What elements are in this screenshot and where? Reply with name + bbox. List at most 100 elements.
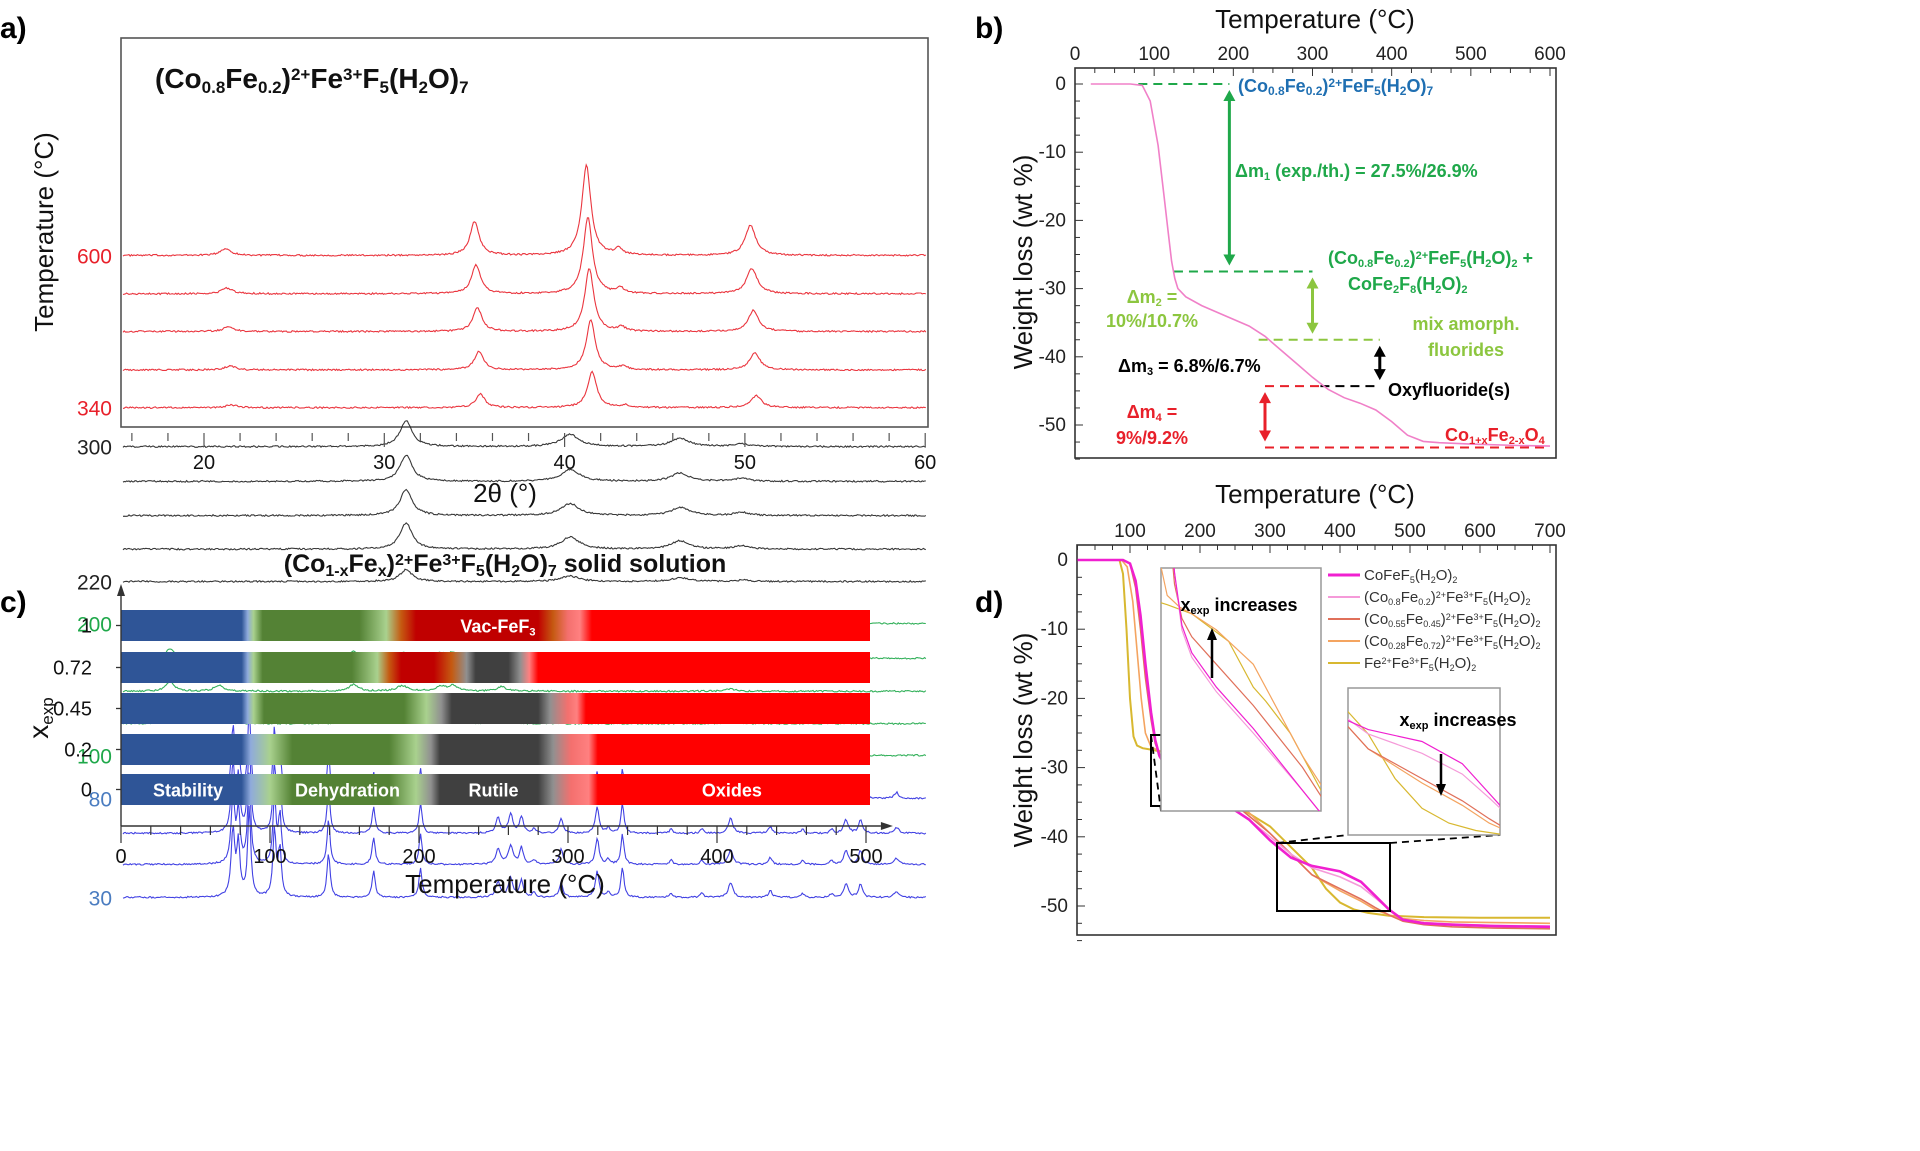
inset-panel bbox=[1160, 567, 1322, 812]
x-tick-label: 100 bbox=[253, 846, 286, 868]
temperature-label: 220 bbox=[77, 572, 112, 595]
arrow-head-down bbox=[1436, 784, 1446, 796]
annotation: Δm3 = 6.8%/6.7% bbox=[1118, 356, 1261, 378]
x-tick-label: 100 bbox=[1114, 521, 1146, 542]
xrd-trace bbox=[122, 420, 927, 449]
panel-b: b) Temperature (°C) 0 100 200 300 400 500 6000… bbox=[975, 4, 1566, 460]
xrd-trace bbox=[122, 772, 926, 866]
x-axis-label-b: Temperature (°C) bbox=[1215, 4, 1415, 34]
y-axis-label-c: xexp bbox=[23, 697, 57, 738]
inset-curve bbox=[1348, 710, 1500, 835]
y-tick-label: -30 bbox=[1039, 279, 1066, 300]
xrd-trace bbox=[122, 370, 926, 410]
x-tick-label: 700 bbox=[1534, 521, 1566, 542]
inset-label: xexp increases bbox=[1180, 595, 1297, 617]
x-tick-label: 500 bbox=[849, 846, 882, 868]
arrow-head-down bbox=[1373, 369, 1386, 381]
chart-title-a: (Co0.8Fe0.2)2+Fe3+F5(H2O)7 bbox=[155, 63, 469, 97]
xrd-trace bbox=[122, 522, 926, 551]
legend-entry: (Co0.55Fe0.45)2+Fe3+F5(H2O)2 bbox=[1364, 611, 1541, 629]
phase-band bbox=[121, 693, 870, 724]
x-tick-label: 0 bbox=[115, 846, 126, 868]
temperature-label: 340 bbox=[77, 398, 112, 421]
x-tick-label: 400 bbox=[1376, 44, 1408, 65]
annotation: (Co0.8Fe0.2)2+FeF5(H2O)7 bbox=[1238, 76, 1433, 99]
xrd-trace bbox=[122, 319, 927, 372]
x-tick-label: 200 bbox=[1184, 521, 1216, 542]
annotations-b: (Co0.8Fe0.2)2+FeF5(H2O)7 Δm1 (exp./th.) =… bbox=[1106, 76, 1546, 448]
y-tick-label: -10 bbox=[1039, 142, 1066, 163]
x-tick-label: 200 bbox=[1217, 44, 1249, 65]
y-axis-label-a: Temperature (°C) bbox=[29, 132, 59, 332]
xrd-trace bbox=[122, 454, 926, 483]
y-tick-label: -40 bbox=[1041, 827, 1068, 848]
annotation: Δm4 = bbox=[1127, 402, 1178, 424]
x-tick-label: 600 bbox=[1534, 44, 1566, 65]
legend-d: CoFeF5(H2O)2 (Co0.8Fe0.2)2+Fe3+F5(H2O)2 (C… bbox=[1328, 567, 1541, 673]
panel-label-c: c) bbox=[0, 586, 27, 619]
y-tick-label: -10 bbox=[1041, 619, 1068, 640]
arrow-head-down bbox=[1259, 430, 1271, 442]
annotation: fluorides bbox=[1428, 340, 1504, 360]
x-tick-label: 0 bbox=[1070, 44, 1081, 65]
arrow-head-up bbox=[1207, 628, 1217, 640]
y-tick-label: -50 bbox=[1041, 896, 1068, 917]
inset-curve bbox=[1161, 602, 1321, 792]
x-tick-label: 500 bbox=[1394, 521, 1426, 542]
y-tick-label: 0.45 bbox=[53, 699, 92, 721]
phase-band bbox=[121, 652, 870, 683]
inset-label: xexp increases bbox=[1399, 710, 1516, 732]
tga-curve-b bbox=[1090, 83, 1551, 447]
axes-b: 0 100 200 300 400 500 600 0 -10 -20 -30 -40 -50 bbox=[1039, 44, 1566, 460]
phase-label: Dehydration bbox=[295, 781, 400, 801]
temperature-label: 200 bbox=[77, 613, 112, 636]
panel-label-a: a) bbox=[0, 12, 27, 45]
x-tick-label: 300 bbox=[1297, 44, 1329, 65]
phase-label: Vac-FeF3 bbox=[460, 617, 535, 639]
xrd-trace bbox=[122, 805, 927, 899]
x-tick-label: 600 bbox=[1464, 521, 1496, 542]
xrd-trace bbox=[122, 163, 927, 257]
y-tick-label: -20 bbox=[1041, 688, 1068, 709]
annotation: mix amorph. bbox=[1412, 314, 1519, 334]
x-tick-label: 50 bbox=[734, 452, 756, 474]
panel-d: d) Temperature (°C) 100 200 300 400 500 600 70… bbox=[975, 479, 1566, 942]
phase-bands: 1 0.72 0.45 0.2 0 Stability Dehydration Rutile O… bbox=[53, 610, 870, 805]
temperature-label: 100 bbox=[77, 745, 112, 768]
y-tick-label: -40 bbox=[1039, 347, 1066, 368]
annotation: (Co0.8Fe0.2)2+FeF5(H2O)2 + bbox=[1328, 248, 1533, 270]
axes-d: 100 200 300 400 500 600 700 0 -10 -20 -30 -40 -50 bbox=[1041, 521, 1566, 942]
legend-entry: (Co0.28Fe0.72)2+Fe3+F5(H2O)2 bbox=[1364, 633, 1541, 651]
phase-label: Rutile bbox=[468, 781, 518, 801]
annotation: Co1+xFe2-xO4 bbox=[1445, 425, 1546, 447]
chart-title-c: (Co1-xFex)2+Fe3+F5(H2O)7 solid solution bbox=[284, 550, 727, 580]
arrow-head-down bbox=[1223, 254, 1236, 266]
arrow-head-up bbox=[1259, 392, 1271, 404]
x-tick-label: 20 bbox=[193, 452, 215, 474]
annotation: CoFe2F8(H2O)2 bbox=[1348, 274, 1468, 296]
temperature-label: 600 bbox=[77, 245, 112, 268]
y-tick-label: 0 bbox=[1057, 550, 1068, 571]
phase-band bbox=[121, 734, 870, 765]
axes-c: 0 100 200 300 400 500 bbox=[115, 584, 893, 868]
y-tick-label: -50 bbox=[1039, 415, 1066, 436]
x-tick-label: 300 bbox=[551, 846, 584, 868]
panel-c: c) (Co1-xFex)2+Fe3+F5(H2O)7 solid soluti… bbox=[0, 550, 893, 899]
xrd-trace bbox=[122, 568, 926, 584]
xrd-trace bbox=[122, 681, 927, 693]
y-axis-arrow bbox=[117, 584, 125, 596]
annotation: 10%/10.7% bbox=[1106, 311, 1198, 331]
x-tick-label: 40 bbox=[553, 452, 575, 474]
x-tick-label: 400 bbox=[1324, 521, 1356, 542]
y-tick-label: 1 bbox=[81, 616, 92, 638]
insets-d: xexp increases xexp increases bbox=[1150, 567, 1517, 912]
zoom-connector bbox=[1276, 834, 1349, 844]
phase-label: Stability bbox=[153, 781, 223, 801]
y-tick-label: 0 bbox=[1055, 74, 1066, 95]
legend-entry: Fe2+Fe3+F5(H2O)2 bbox=[1364, 655, 1476, 673]
arrow-head-down bbox=[1306, 322, 1319, 334]
annotation: Δm1 (exp./th.) = 27.5%/26.9% bbox=[1235, 161, 1478, 183]
y-tick-label: 0.2 bbox=[64, 740, 92, 762]
x-axis-a: 20 30 40 50 60 bbox=[131, 433, 936, 474]
y-tick-label: 0 bbox=[81, 780, 92, 802]
